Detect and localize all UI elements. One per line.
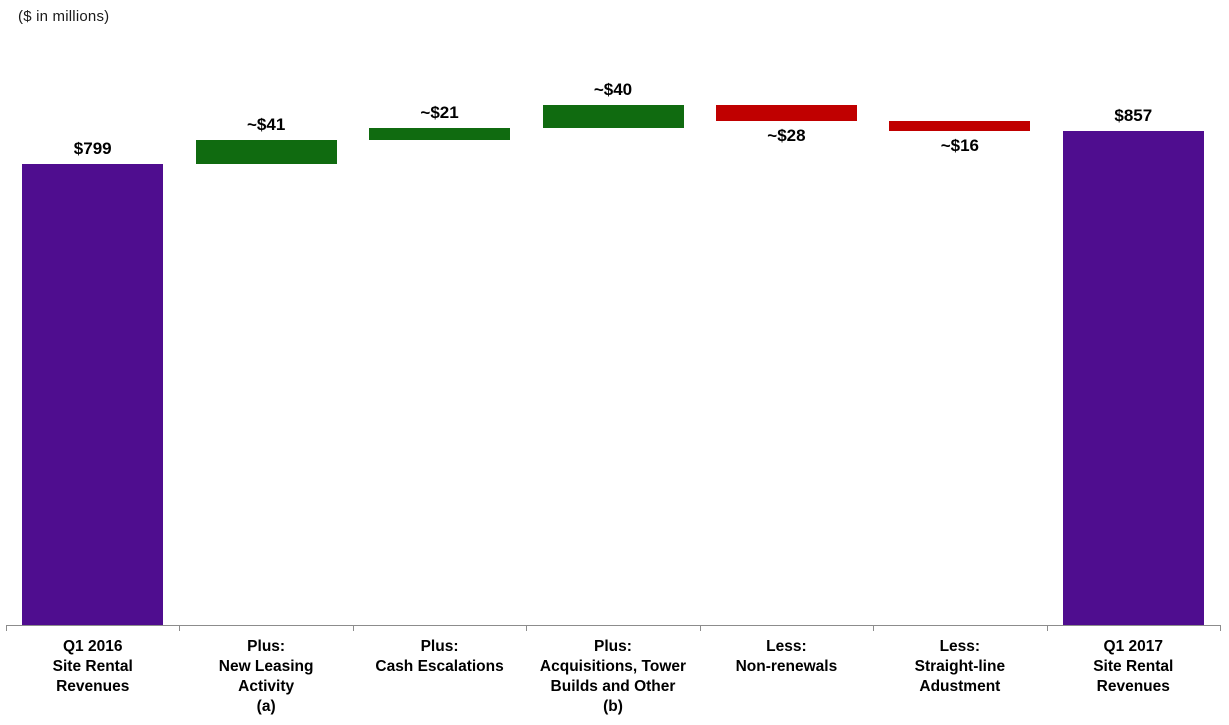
- bar-value-label: ~$41: [246, 115, 286, 135]
- x-axis-tick: [179, 625, 181, 631]
- x-axis-tick: [526, 625, 528, 631]
- bar-value-label: $799: [73, 139, 112, 159]
- category-label: Less: Straight-line Adustment: [914, 638, 1006, 695]
- bar-value-label: ~$40: [593, 80, 633, 100]
- waterfall-bar-decrease: [715, 105, 857, 122]
- category-label: Plus: New Leasing Activity (a): [218, 638, 314, 715]
- x-axis-tick: [1220, 625, 1221, 631]
- x-axis-tick: [352, 625, 354, 631]
- waterfall-bar-increase: [542, 105, 684, 129]
- chart-units-label: ($ in millions): [18, 8, 110, 25]
- category-label: Plus: Acquisitions, Tower Builds and Oth…: [539, 638, 687, 715]
- bar-value-label: ~$28: [767, 126, 806, 146]
- x-axis-tick: [699, 625, 701, 631]
- bar-value-label: ~$16: [940, 135, 979, 155]
- waterfall-bar-increase: [195, 140, 337, 165]
- category-label: Q1 2017 Site Rental Revenues: [1093, 638, 1174, 695]
- waterfall-bar-decrease: [889, 121, 1031, 131]
- category-label: Q1 2016 Site Rental Revenues: [52, 638, 133, 695]
- waterfall-bar-total: [22, 164, 164, 625]
- x-axis-tick: [1046, 625, 1048, 631]
- waterfall-bar-increase: [369, 128, 511, 141]
- category-label: Less: Non-renewals: [735, 638, 838, 675]
- bar-value-label: $857: [1114, 105, 1153, 125]
- x-axis-tick: [873, 625, 875, 631]
- bar-value-label: ~$21: [420, 103, 459, 123]
- x-axis-line: [6, 625, 1220, 626]
- category-label: Plus: Cash Escalations: [375, 638, 504, 675]
- x-axis-tick: [6, 625, 7, 631]
- waterfall-bar-total: [1062, 130, 1204, 625]
